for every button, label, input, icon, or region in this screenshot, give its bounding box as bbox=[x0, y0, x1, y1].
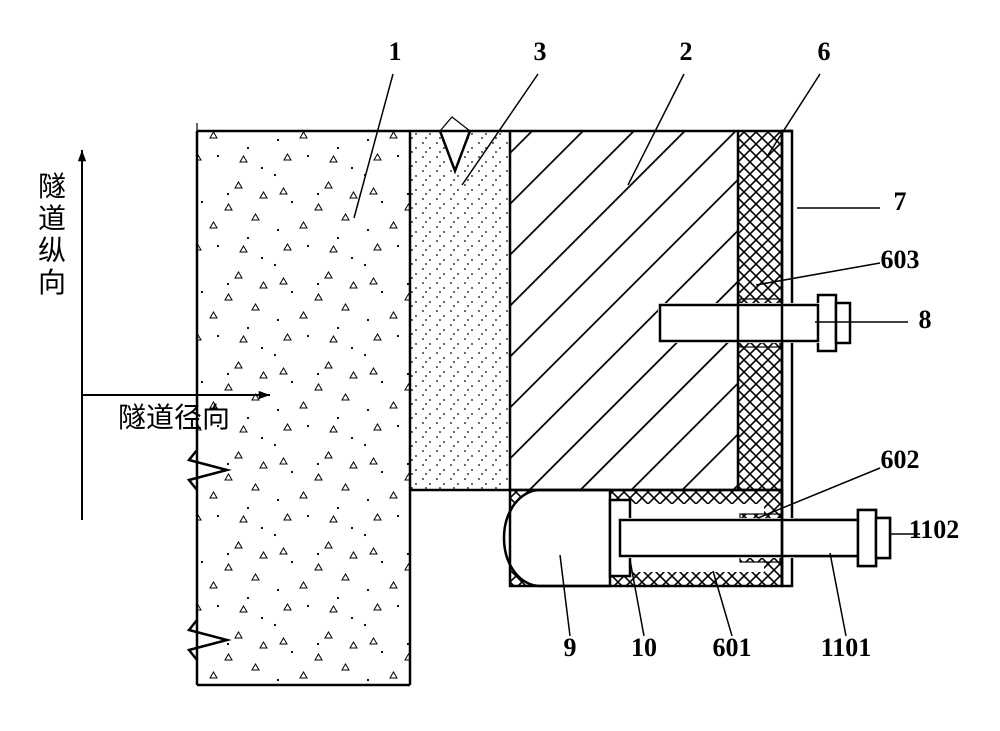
callout-1101: 1101 bbox=[821, 633, 872, 662]
callout-6: 6 bbox=[818, 37, 831, 66]
axis-label-vertical: 隧 bbox=[38, 171, 66, 203]
callout-2: 2 bbox=[680, 37, 693, 66]
callout-7: 7 bbox=[894, 187, 907, 216]
callout-1102: 1102 bbox=[909, 515, 960, 544]
axis-label-horizontal: 隧道径向 bbox=[118, 402, 230, 434]
bolt-8-washer bbox=[818, 295, 836, 351]
arrowhead-icon bbox=[78, 150, 86, 161]
callout-10: 10 bbox=[631, 633, 657, 662]
callout-603: 603 bbox=[881, 245, 920, 274]
leader-line bbox=[768, 74, 820, 155]
callout-1: 1 bbox=[389, 37, 402, 66]
region-3 bbox=[410, 131, 510, 490]
plug-9 bbox=[504, 490, 610, 586]
callout-601: 601 bbox=[713, 633, 752, 662]
callout-602: 602 bbox=[881, 445, 920, 474]
plate-7 bbox=[782, 131, 792, 586]
callout-3: 3 bbox=[534, 37, 547, 66]
callout-8: 8 bbox=[919, 305, 932, 334]
axis-label-vertical: 道 bbox=[38, 203, 66, 235]
callout-9: 9 bbox=[564, 633, 577, 662]
axis-label-vertical: 纵 bbox=[38, 236, 66, 267]
bolt-8-nut bbox=[836, 303, 850, 343]
leader-line bbox=[830, 553, 846, 636]
axis-label-vertical: 向 bbox=[38, 267, 66, 299]
